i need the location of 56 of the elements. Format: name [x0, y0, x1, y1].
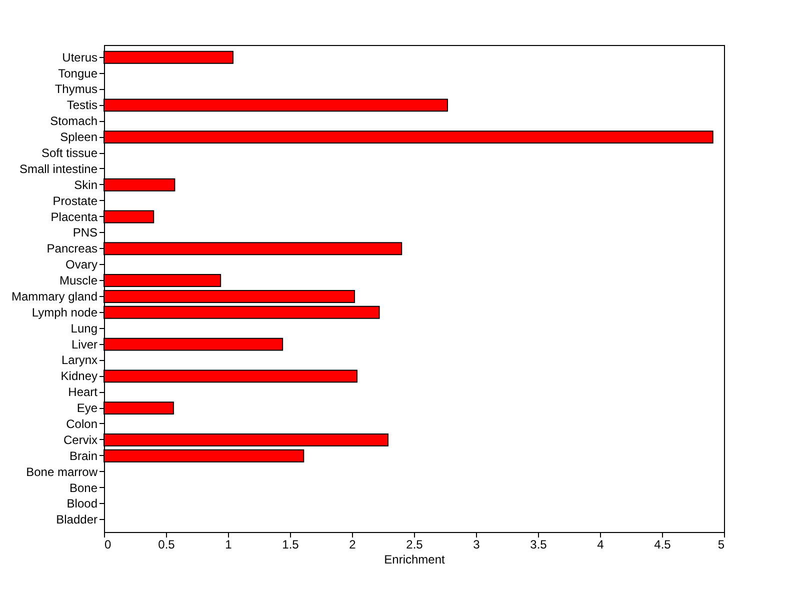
bar: [104, 130, 714, 144]
y-tick-label: Testis: [66, 98, 98, 112]
y-tick-label: Colon: [66, 417, 98, 431]
y-tick-label: Cervix: [63, 432, 98, 447]
y-tick-label: Stomach: [50, 114, 98, 128]
y-tick-label: Ovary: [65, 258, 98, 272]
y-tick-label: Bladder: [56, 512, 98, 527]
y-tick-label: Larynx: [61, 353, 98, 368]
y-tick-label: Heart: [68, 385, 98, 400]
bar: [104, 98, 448, 112]
y-tick-label: Muscle: [59, 274, 98, 288]
y-tick-label: Eye: [76, 401, 98, 416]
y-tick-label: Skin: [74, 178, 98, 192]
y-tick-label: Lung: [70, 321, 98, 336]
y-tick-label: Small intestine: [19, 162, 98, 176]
y-tick-label: Tongue: [58, 66, 98, 80]
x-tick-label: 3.5: [530, 538, 548, 552]
y-tick-label: Mammary gland: [11, 289, 98, 304]
y-tick-label: Spleen: [60, 130, 98, 144]
bar: [104, 242, 402, 256]
y-tick-label: Uterus: [62, 50, 98, 64]
bar: [104, 274, 222, 288]
x-tick-label: 4: [597, 538, 604, 552]
bar: [104, 178, 176, 192]
y-tick-label: Thymus: [54, 82, 98, 96]
x-tick-label: 0.5: [158, 538, 176, 552]
x-tick-label: 4.5: [654, 538, 672, 552]
x-tick-label: 0: [104, 538, 112, 552]
y-tick-label: Liver: [71, 337, 98, 352]
x-axis-title: Enrichment: [384, 552, 446, 566]
y-tick-label: Lymph node: [32, 305, 98, 320]
y-tick-label: Prostate: [52, 194, 98, 208]
bar: [104, 50, 234, 64]
y-tick-label: Soft tissue: [41, 146, 98, 160]
bar: [104, 338, 284, 351]
bar: [104, 370, 358, 383]
y-tick-label: Brain: [69, 448, 98, 463]
bar: [104, 210, 154, 224]
y-tick-label: Bone: [69, 480, 98, 495]
x-tick-label: 3: [473, 538, 480, 552]
bar: [104, 290, 355, 303]
y-tick-label: Kidney: [60, 369, 98, 384]
x-tick-label: 5: [718, 538, 725, 552]
x-tick-label: 2.5: [406, 538, 424, 552]
y-tick-label: Bone marrow: [26, 464, 98, 479]
x-tick-label: 2: [349, 538, 356, 552]
y-tick-label: Blood: [66, 496, 98, 511]
y-tick-label: Placenta: [50, 210, 98, 224]
bar: [104, 433, 388, 446]
x-tick-label: 1: [225, 538, 232, 552]
y-tick-label: PNS: [72, 226, 98, 240]
bar: [104, 449, 304, 462]
bar: [104, 402, 174, 415]
x-tick-label: 1.5: [282, 538, 300, 552]
y-tick-label: Pancreas: [46, 242, 98, 256]
bar: [104, 306, 380, 319]
